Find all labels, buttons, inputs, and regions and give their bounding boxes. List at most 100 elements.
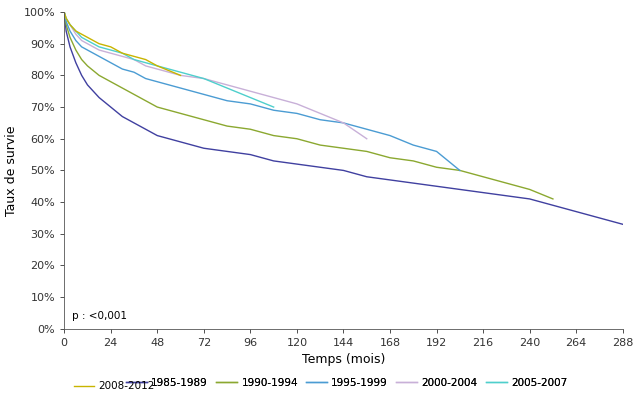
2000-2004 [95,48,103,53]
1995-1999 [119,67,126,71]
1985-1989 [107,105,115,109]
Text: p : <0,001: p : <0,001 [72,311,127,321]
1985-1989 [340,168,347,173]
1995-1999 [456,168,464,173]
1995-1999 [95,54,103,59]
Legend: 2008-2012: 2008-2012 [69,377,159,395]
1985-1989 [142,127,150,132]
1990-1994 [200,117,207,122]
1990-1994 [62,22,70,27]
2005-2007 [62,16,70,21]
1995-1999 [72,38,80,43]
1995-1999 [433,149,440,154]
2000-2004 [270,95,277,100]
1990-1994 [130,92,138,97]
1995-1999 [60,10,68,14]
1985-1989 [619,222,627,227]
1985-1989 [410,181,417,186]
2005-2007 [153,63,161,68]
Line: 1990-1994: 1990-1994 [64,12,553,199]
1985-1989 [479,190,487,195]
1995-1999 [386,133,394,138]
1985-1989 [153,133,161,138]
1985-1989 [66,45,74,49]
1985-1989 [247,152,254,157]
1985-1989 [130,121,138,126]
2000-2004 [293,101,300,106]
1995-1999 [363,127,370,132]
2005-2007 [223,86,231,91]
1995-1999 [410,143,417,148]
2000-2004 [72,32,80,36]
1995-1999 [83,48,91,53]
2000-2004 [340,121,347,126]
1990-1994 [247,127,254,132]
2000-2004 [153,67,161,71]
1995-1999 [66,28,74,33]
2005-2007 [83,38,91,43]
2005-2007 [60,10,68,14]
1985-1989 [78,73,85,78]
2000-2004 [62,16,70,21]
1990-1994 [503,181,510,186]
2008-2012 [95,41,103,46]
2005-2007 [142,60,150,65]
2008-2012 [142,57,150,62]
1985-1989 [526,196,534,201]
1985-1989 [62,28,70,33]
2008-2012 [153,63,161,68]
2005-2007 [119,51,126,56]
1990-1994 [526,187,534,192]
2005-2007 [66,22,74,27]
2005-2007 [177,70,184,75]
2000-2004 [363,136,370,141]
2005-2007 [95,45,103,49]
1990-1994 [410,158,417,163]
2000-2004 [60,10,68,14]
Line: 1995-1999: 1995-1999 [64,12,460,170]
2005-2007 [107,48,115,53]
1985-1989 [456,187,464,192]
2000-2004 [200,76,207,81]
1990-1994 [66,35,74,40]
1985-1989 [549,203,557,208]
2000-2004 [177,73,184,78]
2008-2012 [107,45,115,49]
1995-1999 [317,117,324,122]
1985-1989 [83,83,91,87]
1985-1989 [119,114,126,119]
2000-2004 [66,22,74,27]
2008-2012 [60,10,68,14]
2005-2007 [72,28,80,33]
Line: 2008-2012: 2008-2012 [64,12,180,75]
1985-1989 [317,165,324,170]
1990-1994 [479,174,487,179]
1985-1989 [95,95,103,100]
2000-2004 [130,57,138,62]
2005-2007 [78,35,85,40]
1985-1989 [386,178,394,182]
1990-1994 [83,63,91,68]
1985-1989 [177,140,184,144]
Legend: 1985-1989, 1990-1994, 1995-1999, 2000-2004, 2005-2007: 1985-1989, 1990-1994, 1995-1999, 2000-20… [122,373,571,392]
1990-1994 [386,155,394,160]
1990-1994 [549,196,557,201]
2008-2012 [130,54,138,59]
1985-1989 [572,209,580,214]
1995-1999 [340,121,347,126]
Line: 2005-2007: 2005-2007 [64,12,273,107]
1985-1989 [223,149,231,154]
1990-1994 [340,146,347,151]
1985-1989 [60,10,68,14]
1985-1989 [200,146,207,151]
1990-1994 [223,124,231,128]
X-axis label: Temps (mois): Temps (mois) [302,353,385,367]
1985-1989 [433,184,440,189]
2008-2012 [78,32,85,36]
1990-1994 [72,48,80,53]
2008-2012 [72,28,80,33]
1990-1994 [456,168,464,173]
1995-1999 [130,70,138,75]
1995-1999 [200,92,207,97]
2000-2004 [107,51,115,56]
